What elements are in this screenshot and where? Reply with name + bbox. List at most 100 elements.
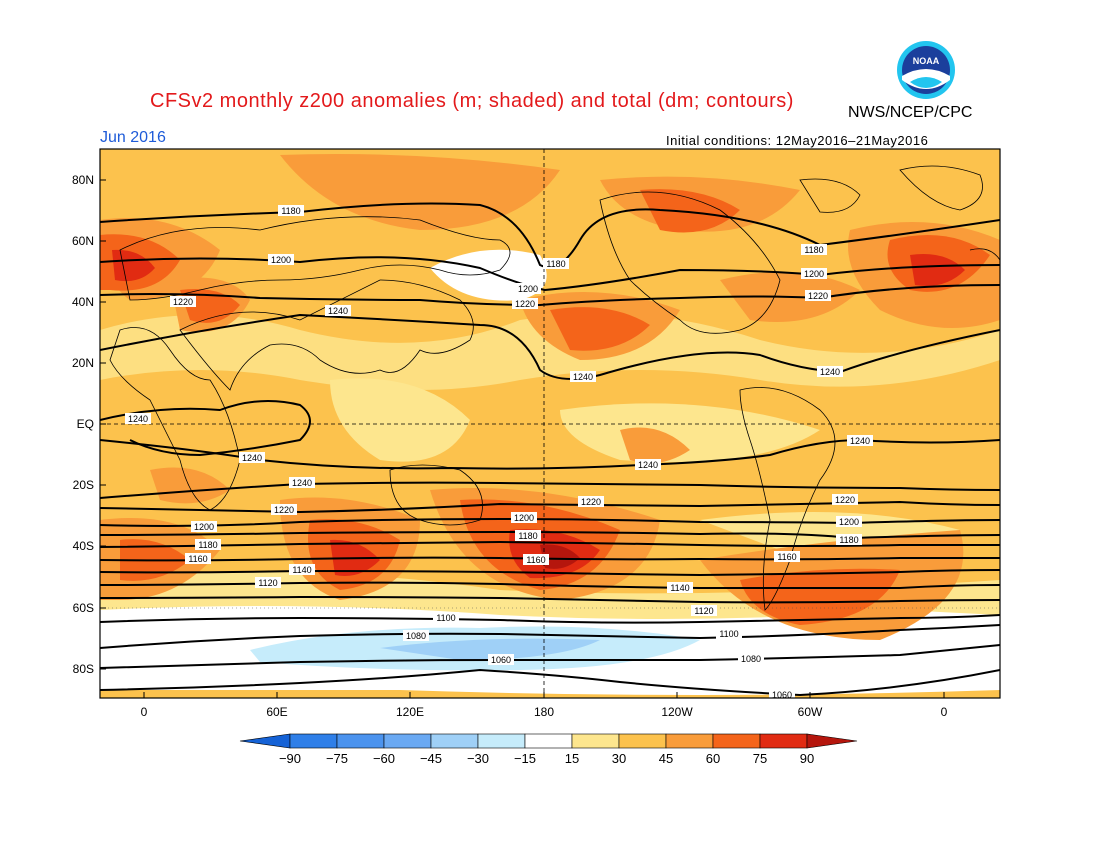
- colorbar-swatch: [477, 733, 526, 749]
- contour-label: 1240: [820, 367, 840, 377]
- contour-label: 1240: [573, 372, 593, 382]
- contour-label-background: [403, 630, 429, 641]
- longitude-tick-label: 60E: [266, 705, 287, 719]
- contour-label: 1180: [804, 245, 823, 255]
- valid-month-label: Jun 2016: [100, 129, 166, 146]
- colorbar-label: −15: [514, 751, 536, 766]
- contour-label-background: [512, 298, 538, 309]
- contour-label: 1080: [406, 631, 426, 641]
- contour-label: 1240: [850, 436, 870, 446]
- contour-label: 1160: [777, 552, 796, 562]
- contour-label-background: [667, 582, 693, 593]
- contour-label-background: [515, 530, 541, 541]
- colorbar-right-arrow: [806, 733, 858, 749]
- contour-label-background: [191, 521, 217, 532]
- latitude-tick-label: 20S: [73, 478, 94, 492]
- contour-label: 1180: [281, 206, 300, 216]
- latitude-tick-label: 40N: [72, 295, 94, 309]
- colorbar-label: −45: [420, 751, 442, 766]
- colorbar-label: −75: [326, 751, 348, 766]
- contour-label: 1220: [515, 299, 535, 309]
- contour-label-background: [255, 577, 281, 588]
- contour-label-background: [805, 290, 831, 301]
- contour-label-background: [515, 283, 541, 294]
- latitude-tick-label: 80N: [72, 173, 94, 187]
- colorbar-swatch: [289, 733, 338, 749]
- contour-label: 1200: [271, 255, 291, 265]
- contour-label-background: [832, 494, 858, 505]
- contour-label: 1200: [804, 269, 824, 279]
- contour-label: 1060: [772, 690, 792, 700]
- contour-label: 1200: [839, 517, 859, 527]
- contour-label-background: [488, 654, 514, 665]
- contour-label-background: [433, 612, 459, 623]
- contour-label-background: [716, 628, 742, 639]
- organization-label: NWS/NCEP/CPC: [848, 104, 973, 121]
- longitude-tick-label: 180: [534, 705, 554, 719]
- contour-label: 1180: [839, 535, 858, 545]
- contour-label: 1180: [546, 259, 565, 269]
- contour-label: 1200: [194, 522, 214, 532]
- colorbar-swatch: [336, 733, 385, 749]
- colorbar: −90 −75 −60 −45 −30 −15 15 30 45 60 75 90: [239, 733, 858, 766]
- colorbar-swatch: [665, 733, 714, 749]
- contour-label-background: [570, 371, 596, 382]
- contour-label-background: [289, 564, 315, 575]
- contour-label-background: [271, 504, 297, 515]
- contour-label: 1220: [835, 495, 855, 505]
- contour-label: 1240: [128, 414, 148, 424]
- colorbar-label: 45: [659, 751, 673, 766]
- contour-label: 1220: [274, 505, 294, 515]
- contour-label-background: [170, 296, 196, 307]
- colorbar-label: −60: [373, 751, 395, 766]
- colorbar-swatch: [524, 733, 573, 749]
- contour-labels: 1180 1200 1220 1240 1180 1200 1220 1240 1180 1200…: [125, 205, 873, 700]
- contour-label: 1160: [526, 555, 545, 565]
- colorbar-label: 60: [706, 751, 720, 766]
- contour-label: 1240: [638, 460, 658, 470]
- contour-label-background: [195, 539, 221, 550]
- contour-label: 1060: [491, 655, 511, 665]
- contour-label: 1220: [581, 497, 601, 507]
- anomaly-shading: [100, 149, 1000, 698]
- colorbar-swatch: [759, 733, 808, 749]
- contour-label-background: [691, 605, 717, 616]
- contour-label-background: [817, 366, 843, 377]
- contour-label-background: [125, 413, 151, 424]
- latitude-tick-label: 60N: [72, 234, 94, 248]
- contour-label: 1200: [514, 513, 534, 523]
- svg-text:NOAA: NOAA: [913, 56, 940, 66]
- contour-label-background: [769, 689, 795, 700]
- contour-label: 1220: [808, 291, 828, 301]
- contour-label: 1100: [436, 613, 455, 623]
- latitude-tick-label: 60S: [73, 601, 94, 615]
- contour-label: 1120: [258, 578, 277, 588]
- longitude-tick-label: 0: [141, 705, 148, 719]
- colorbar-swatch: [712, 733, 761, 749]
- longitude-tick-label: 120W: [661, 705, 693, 719]
- contour-label: 1160: [188, 554, 207, 564]
- colorbar-swatch: [430, 733, 479, 749]
- contour-label-background: [801, 244, 827, 255]
- latitude-tick-label: 40S: [73, 539, 94, 553]
- contour-label: 1140: [292, 565, 311, 575]
- colorbar-label: −90: [279, 751, 301, 766]
- latitude-axis: 80N 60N 40N 20N EQ 20S 40S 60S 80S: [72, 173, 106, 676]
- latitude-tick-label: EQ: [77, 417, 94, 431]
- longitude-tick-label: 120E: [396, 705, 424, 719]
- colorbar-label: 30: [612, 751, 626, 766]
- contour-label: 1220: [173, 297, 193, 307]
- contour-label: 1240: [328, 306, 348, 316]
- contour-label-background: [836, 516, 862, 527]
- colorbar-left-arrow: [239, 733, 291, 749]
- contour-label-background: [185, 553, 211, 564]
- colorbar-swatch: [618, 733, 667, 749]
- colorbar-label: 15: [565, 751, 579, 766]
- noaa-logo-icon: NOAA: [897, 41, 955, 99]
- contour-label: 1080: [741, 654, 761, 664]
- colorbar-swatch: [571, 733, 620, 749]
- contour-label-background: [543, 258, 569, 269]
- contour-label-background: [268, 254, 294, 265]
- map-title: CFSv2 monthly z200 anomalies (m; shaded)…: [150, 90, 794, 112]
